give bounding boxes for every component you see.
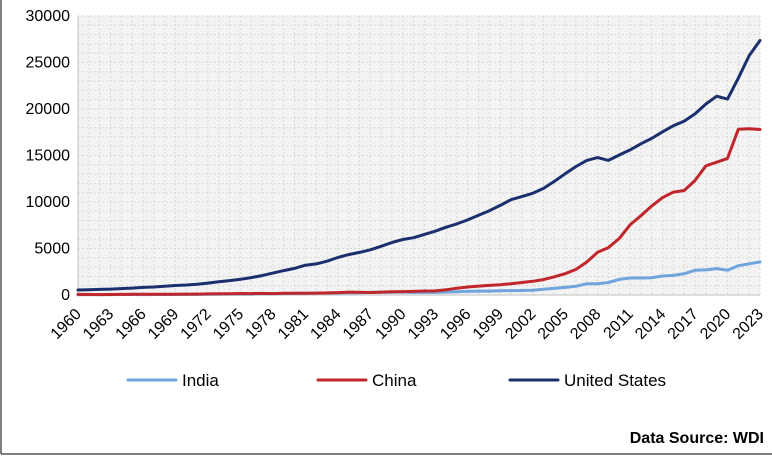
x-tick-label: 1978 [242, 306, 279, 343]
series-lines [76, 39, 762, 297]
x-tick-label: 1969 [145, 306, 182, 343]
series-line-united-states [76, 39, 762, 292]
x-tick-label: 2020 [697, 306, 734, 343]
x-tick-label: 2005 [535, 306, 572, 343]
y-tick-label: 30000 [26, 8, 71, 25]
legend-label: China [372, 371, 417, 390]
x-tick-label: 1987 [340, 306, 377, 343]
x-tick-label: 1975 [210, 306, 247, 343]
y-tick-label: 5000 [34, 241, 70, 258]
x-tick-label: 1996 [437, 306, 474, 343]
y-tick-label: 25000 [26, 55, 71, 72]
x-tick-label: 1981 [275, 306, 312, 343]
y-tick-labels: 0 5000 10000 15000 20000 25000 30000 [26, 8, 71, 304]
y-tick-label: 10000 [26, 194, 71, 211]
x-tick-label: 2011 [601, 306, 637, 342]
x-tick-label: 1972 [178, 306, 215, 343]
series-line-china [76, 127, 762, 297]
legend: India China United States [126, 371, 666, 390]
y-tick-label: 0 [61, 287, 70, 304]
x-tick-label: 1960 [48, 306, 85, 343]
x-tick-labels: 1960196319661969197219751978198119841987… [48, 306, 767, 343]
x-tick-label: 2002 [502, 306, 539, 343]
x-tick-label: 2017 [665, 306, 702, 343]
x-tick-label: 2014 [632, 306, 669, 343]
x-tick-label: 1990 [372, 306, 409, 343]
legend-label: India [182, 371, 219, 390]
x-tick-label: 2023 [730, 306, 767, 343]
x-tick-label: 1999 [470, 306, 507, 343]
x-tick-label: 1963 [80, 306, 117, 343]
x-tick-label: 1966 [113, 306, 150, 343]
y-tick-label: 15000 [26, 148, 71, 165]
x-tick-label: 2008 [567, 306, 604, 343]
legend-label: United States [564, 371, 666, 390]
x-tick-label: 1984 [307, 306, 344, 343]
data-source-label: Data Source: WDI [630, 430, 764, 447]
y-tick-label: 20000 [26, 101, 71, 118]
gridlines [77, 15, 761, 296]
x-tick-label: 1993 [405, 306, 442, 343]
